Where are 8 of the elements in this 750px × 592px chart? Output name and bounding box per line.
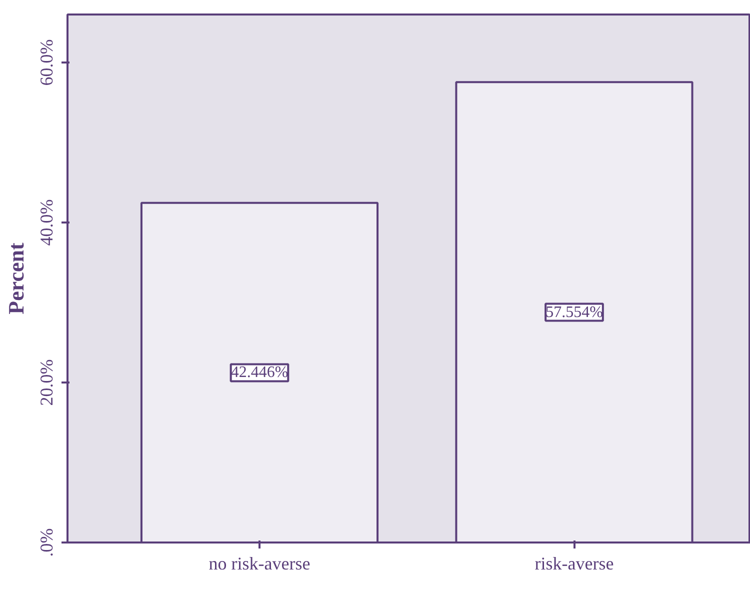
y-tick-label: 40.0%	[36, 199, 56, 246]
x-tick-label: no risk-averse	[208, 554, 310, 574]
y-tick-label: 20.0%	[36, 359, 56, 406]
y-tick-label: .0%	[36, 528, 56, 557]
y-tick-label: 60.0%	[36, 39, 56, 86]
data-label: 57.554%	[546, 304, 603, 321]
y-axis-title: Percent	[4, 242, 28, 314]
x-tick-label: risk-averse	[534, 554, 614, 574]
